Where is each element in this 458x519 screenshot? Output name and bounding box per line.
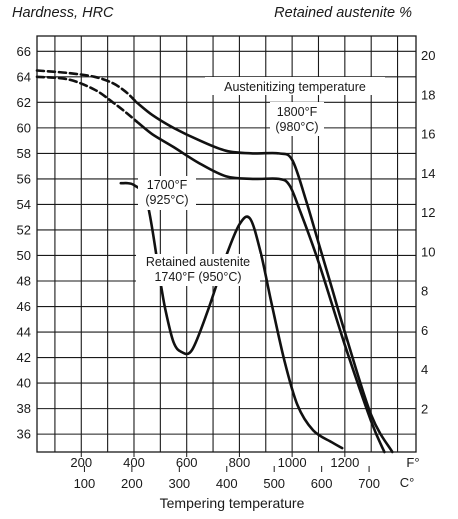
y-right-tick-label: 12: [421, 205, 435, 220]
x-c-tick-label: 300: [168, 476, 190, 491]
y-right-tick-label: 20: [421, 48, 435, 63]
series-line-2: [35, 75, 138, 123]
y-right-tick-label: 16: [421, 127, 435, 142]
x-units-c: C°: [400, 475, 415, 490]
y-left-tick-label: 46: [17, 299, 31, 314]
y-left-tick-label: 40: [17, 376, 31, 391]
plot-frame: [36, 35, 417, 453]
y-left-tick-label: 38: [17, 401, 31, 416]
x-c-tick-label: 100: [74, 476, 96, 491]
y-left-tick-label: 54: [17, 197, 31, 212]
y-left-tick-label: 58: [17, 146, 31, 161]
y-right-tick-label: 2: [421, 401, 428, 416]
x-axis-title: Tempering temperature: [160, 495, 305, 511]
x-c-tick-label: 400: [216, 476, 238, 491]
annotation-1800-c: (980°C): [275, 120, 318, 134]
series-line-0: [35, 69, 138, 104]
y-left-tick-label: 64: [17, 69, 31, 84]
x-f-tick-label: 600: [176, 455, 198, 470]
x-units-f: F°: [406, 455, 419, 470]
annotation-1700: 1700°F (925°C): [138, 176, 196, 210]
y-right-tick-label: 14: [421, 166, 435, 181]
x-c-tick-label: 200: [121, 476, 143, 491]
x-f-tick-label: 1200: [330, 455, 359, 470]
y-left-tick-label: 50: [17, 248, 31, 263]
x-f-tick-label: 400: [123, 455, 145, 470]
x-f-tick-label: 800: [229, 455, 251, 470]
y-left-tick-label: 36: [17, 427, 31, 442]
annotation-1700-f: 1700°F: [147, 178, 188, 192]
y-right-tick-label: 8: [421, 284, 428, 299]
y-left-tick-label: 42: [17, 350, 31, 365]
annotation-1800-f: 1800°F: [277, 105, 318, 119]
tick-labels: 3638404244464850525456586062646624681012…: [17, 44, 436, 491]
annotation-ra-line2: 1740°F (950°C): [154, 270, 241, 284]
y-left-tick-label: 56: [17, 171, 31, 186]
x-c-tick-label: 700: [358, 476, 380, 491]
y-left-tick-label: 66: [17, 44, 31, 59]
annotation-ra-line1: Retained austenite: [146, 255, 250, 269]
annotation-1700-c: (925°C): [145, 193, 188, 207]
annotation-austenitizing: Austenitizing temperature: [205, 77, 385, 95]
y-left-tick-label: 48: [17, 274, 31, 289]
grid: [36, 35, 417, 453]
y-left-tick-label: 60: [17, 120, 31, 135]
y-left-tick-label: 62: [17, 95, 31, 110]
x-c-tick-label: 500: [263, 476, 285, 491]
y-left-tick-label: 44: [17, 325, 31, 340]
x-f-tick-label: 1000: [278, 455, 307, 470]
annotation-1800: 1800°F (980°C): [270, 102, 324, 136]
annotation-austenitizing-text: Austenitizing temperature: [224, 80, 366, 94]
left-axis-title: Hardness, HRC: [12, 5, 114, 21]
right-axis-title: Retained austenite %: [274, 5, 412, 21]
series-line-3: [135, 120, 386, 454]
y-right-tick-label: 6: [421, 323, 428, 338]
x-f-tick-label: 200: [70, 455, 92, 470]
annotation-retained-austenite: Retained austenite 1740°F (950°C): [136, 254, 260, 286]
y-left-tick-label: 52: [17, 222, 31, 237]
y-right-tick-label: 18: [421, 87, 435, 102]
y-right-tick-label: 4: [421, 362, 428, 377]
x-c-tick-label: 600: [311, 476, 333, 491]
series-line-1: [135, 101, 394, 454]
y-right-tick-label: 10: [421, 244, 435, 259]
